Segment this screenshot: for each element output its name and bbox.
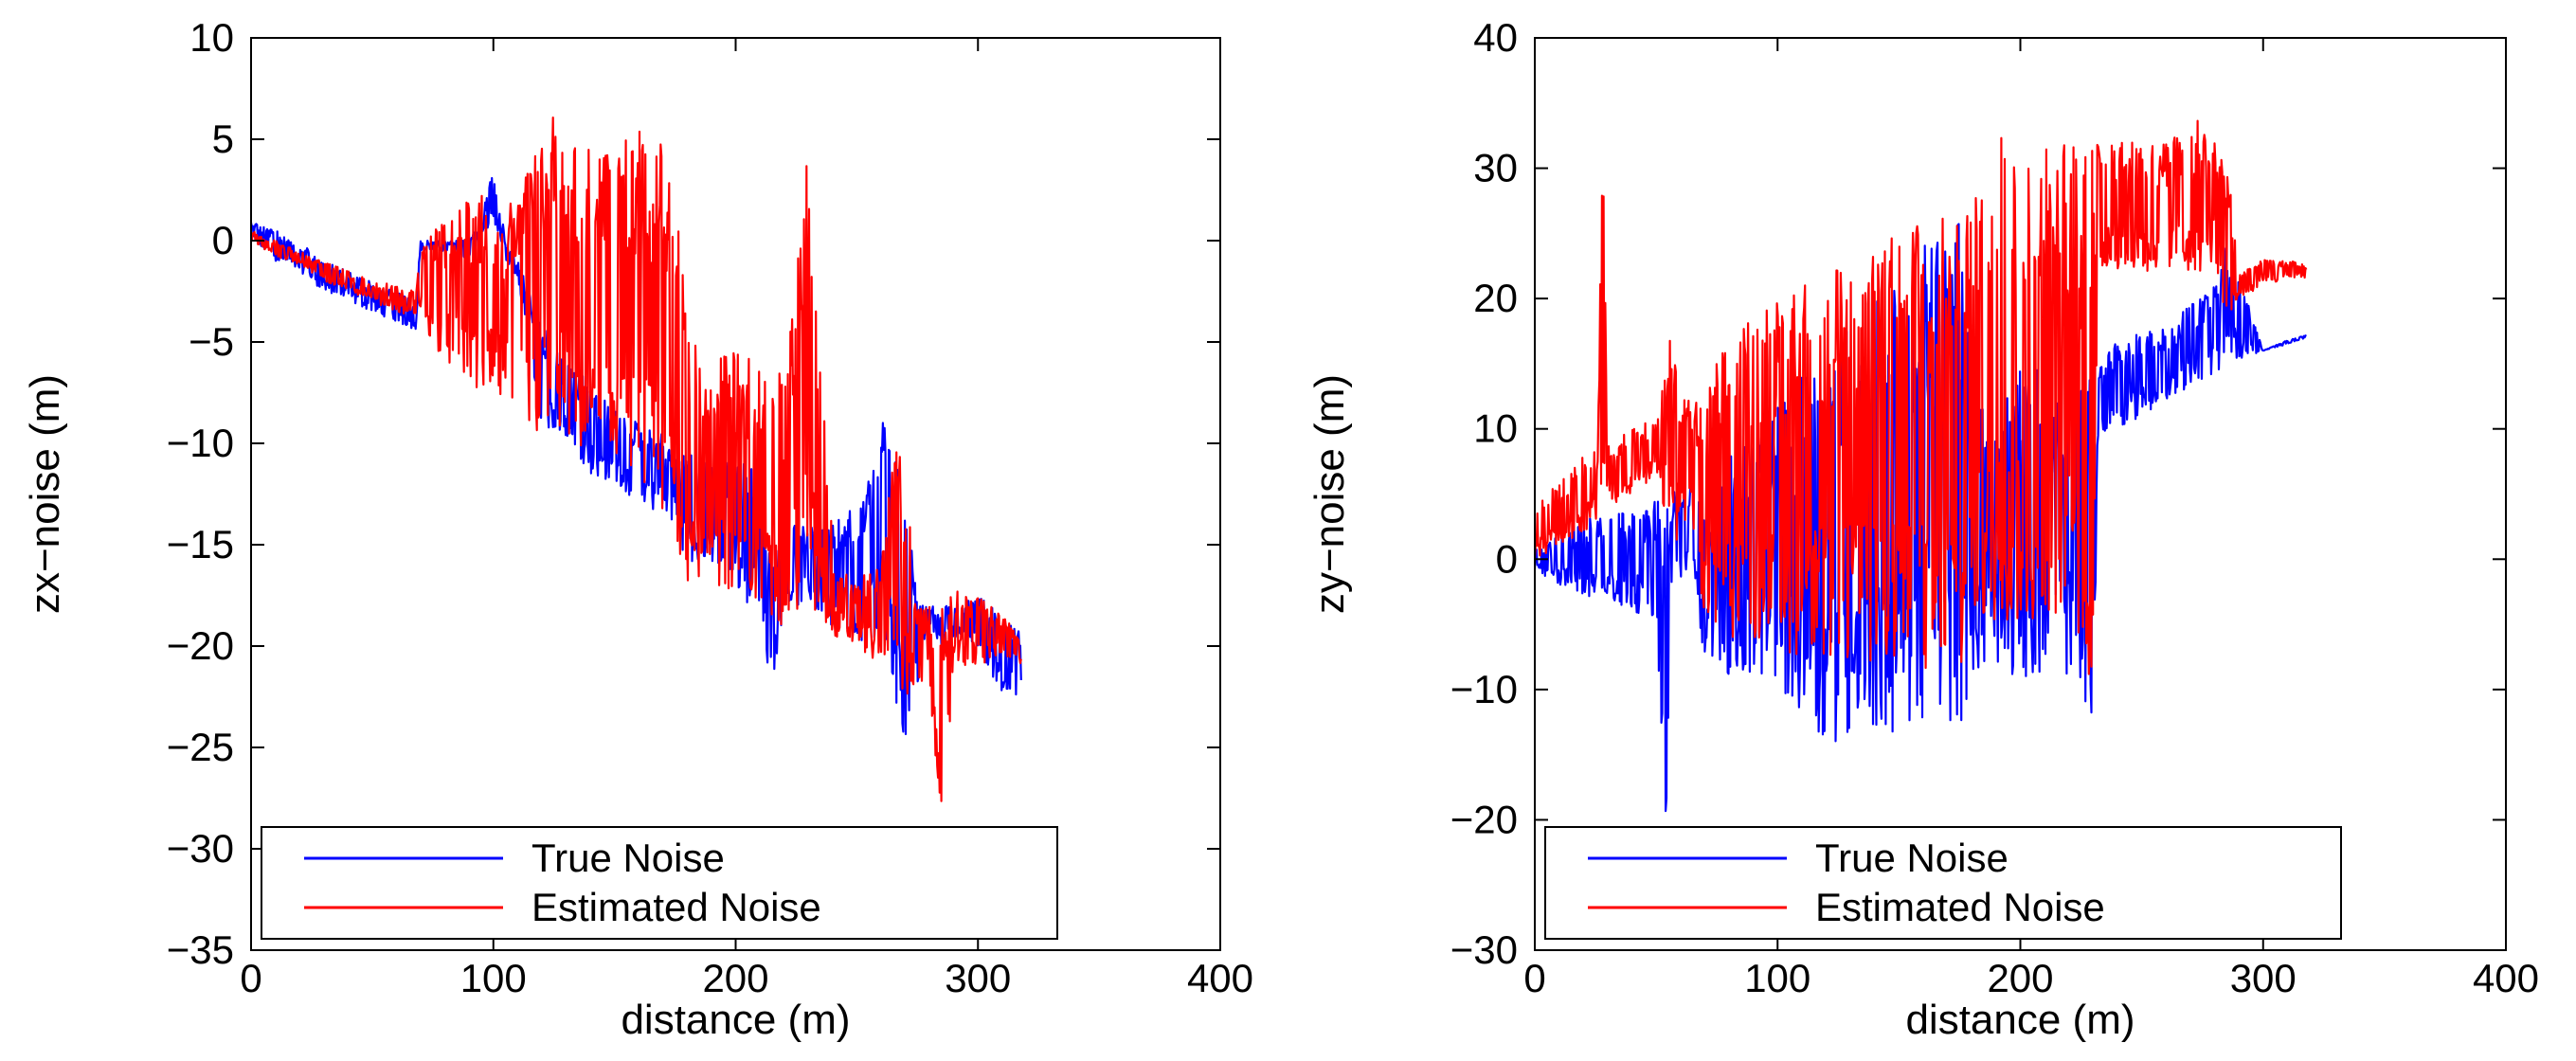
zy-axes: 0 100 200 300 400 −30 −20 −10 0 10 20 30 40 distance … <box>1306 15 2539 1043</box>
zx-y-tick-label: 10 <box>189 15 234 60</box>
zy-legend-label-estimated-noise: Estimated Noise <box>1815 885 2105 929</box>
zx-axes: 0 100 200 300 400 −35 −30 −25 −20 −15 −10 −5 0 5 10 dis… <box>22 15 1253 1043</box>
zy-y-tick-label: 40 <box>1473 15 1518 60</box>
zx-y-tick-label: 5 <box>212 117 234 161</box>
zx-x-tick-label: 200 <box>702 956 768 1000</box>
zx-y-tick-label: 0 <box>212 218 234 262</box>
zy-y-tick-label: 0 <box>1496 536 1518 581</box>
zy-legend-box <box>1544 826 2342 940</box>
zy-y-axis-label: zy−noise (m) <box>1306 374 1353 614</box>
zx-x-tick-label: 300 <box>945 956 1011 1000</box>
zx-legend-box <box>261 826 1058 940</box>
zx-y-axis-label: zx−noise (m) <box>22 374 68 614</box>
zx-legend-label-true-noise: True Noise <box>531 836 725 880</box>
zx-y-tick-label: −25 <box>167 725 234 769</box>
zy-x-tick-label: 400 <box>2473 956 2539 1000</box>
zy-series-estimated-noise-line <box>1535 119 2308 675</box>
zx-x-tick-label: 0 <box>240 956 261 1000</box>
zx-y-tick-label: −20 <box>167 623 234 668</box>
zx-x-tick-label: 400 <box>1187 956 1253 1000</box>
zy-y-tick-label: −20 <box>1450 797 1518 841</box>
zx-series-layer <box>251 117 1022 802</box>
zy-series-true-noise-line <box>1535 223 2307 813</box>
zy-y-tick-label: 10 <box>1473 406 1518 451</box>
zy-legend-label-true-noise: True Noise <box>1815 836 2009 880</box>
zy-x-axis-label: distance (m) <box>1905 997 2135 1043</box>
zx-y-tick-label: −35 <box>167 927 234 972</box>
zx-series-true-noise-line <box>251 176 1022 735</box>
zx-x-tick-label: 100 <box>460 956 527 1000</box>
zy-y-tick-label: −30 <box>1450 927 1518 972</box>
zy-x-tick-label: 300 <box>2230 956 2297 1000</box>
zy-y-tick-label: 20 <box>1473 276 1518 320</box>
zy-y-tick-label: −10 <box>1450 667 1518 711</box>
zy-legend: True Noise Estimated Noise <box>1544 826 2342 940</box>
zx-y-tick-label: −5 <box>189 319 234 364</box>
zy-y-tick-label: 30 <box>1473 146 1518 190</box>
zx-y-tick-label: −15 <box>167 522 234 566</box>
zx-legend: True Noise Estimated Noise <box>261 826 1058 940</box>
zx-y-tick-label: −30 <box>167 826 234 871</box>
chart-zx-noise: 0 100 200 300 400 −35 −30 −25 −20 −15 −10 −5 0 5 10 dis… <box>22 15 1253 1043</box>
zx-series-estimated-noise-line <box>251 117 1022 802</box>
chart-zy-noise: 0 100 200 300 400 −30 −20 −10 0 10 20 30 40 distance … <box>1306 15 2539 1043</box>
zy-x-tick-label: 0 <box>1523 956 1545 1000</box>
zx-x-axis-label: distance (m) <box>621 997 850 1043</box>
zx-legend-label-estimated-noise: Estimated Noise <box>531 885 821 929</box>
zy-x-tick-label: 200 <box>1987 956 2053 1000</box>
zy-series-layer <box>1535 119 2308 813</box>
zx-y-tick-label: −10 <box>167 421 234 465</box>
zy-x-tick-label: 100 <box>1744 956 1810 1000</box>
